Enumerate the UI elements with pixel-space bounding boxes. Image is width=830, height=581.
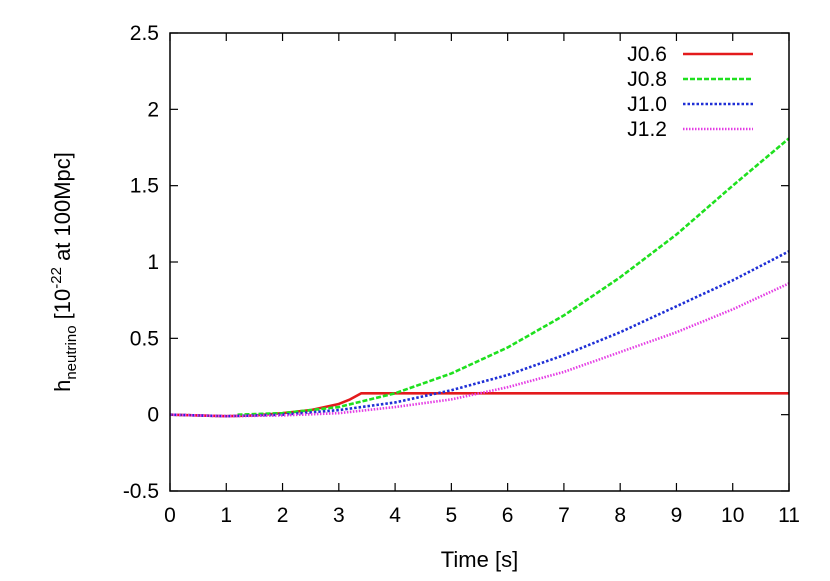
series-line-j0-8: [237, 137, 790, 416]
x-tick-label: 8: [614, 504, 626, 527]
y-tick-label: -0.5: [123, 480, 159, 503]
legend-label: J0.8: [627, 68, 667, 91]
y-tick-label: 2: [147, 98, 159, 121]
x-tick-label: 10: [721, 504, 744, 527]
x-tick-label: 0: [164, 504, 176, 527]
legend-label: J0.6: [627, 43, 667, 66]
y-axis-title-mid: [10: [50, 289, 75, 326]
legend-label: J1.2: [627, 118, 667, 141]
x-axis-title: Time [s]: [441, 547, 518, 572]
series-line-j1-2: [169, 282, 790, 418]
x-tick-label: 3: [333, 504, 345, 527]
y-tick-label: 2.5: [130, 22, 159, 45]
y-tick-label: 0.5: [130, 327, 159, 350]
y-tick-label: 1: [147, 251, 159, 274]
y-axis-title-superscript: -22: [48, 267, 65, 289]
y-tick-label: 0: [147, 404, 159, 427]
x-tick-label: 2: [277, 504, 289, 527]
y-axis-title-tail: at 100Mpc]: [50, 152, 75, 267]
x-tick-label: 11: [778, 504, 800, 527]
series-layer: [169, 137, 790, 418]
x-tick-label: 7: [558, 504, 570, 527]
plot-frame: [169, 32, 790, 492]
y-axis-title-base: h: [50, 380, 75, 392]
x-tick-label: 6: [502, 504, 514, 527]
y-axis-title: hneutrino [10-22 at 100Mpc]: [48, 152, 80, 392]
y-tick-label: 1.5: [130, 175, 159, 198]
legend: J0.6J0.8J1.0J1.2: [627, 43, 753, 141]
y-axis-title-subscript: neutrino: [63, 325, 80, 379]
x-tick-label: 9: [671, 504, 683, 527]
axis-ticks: 0 1 2 3 4 5 6 7 8 9 10 11-0.500.511.522.5: [123, 22, 800, 527]
x-tick-label: 4: [389, 504, 401, 527]
x-tick-label: 5: [446, 504, 458, 527]
x-tick-label: 1: [220, 504, 232, 527]
series-line-j1-0: [169, 250, 790, 418]
legend-label: J1.0: [627, 93, 667, 116]
